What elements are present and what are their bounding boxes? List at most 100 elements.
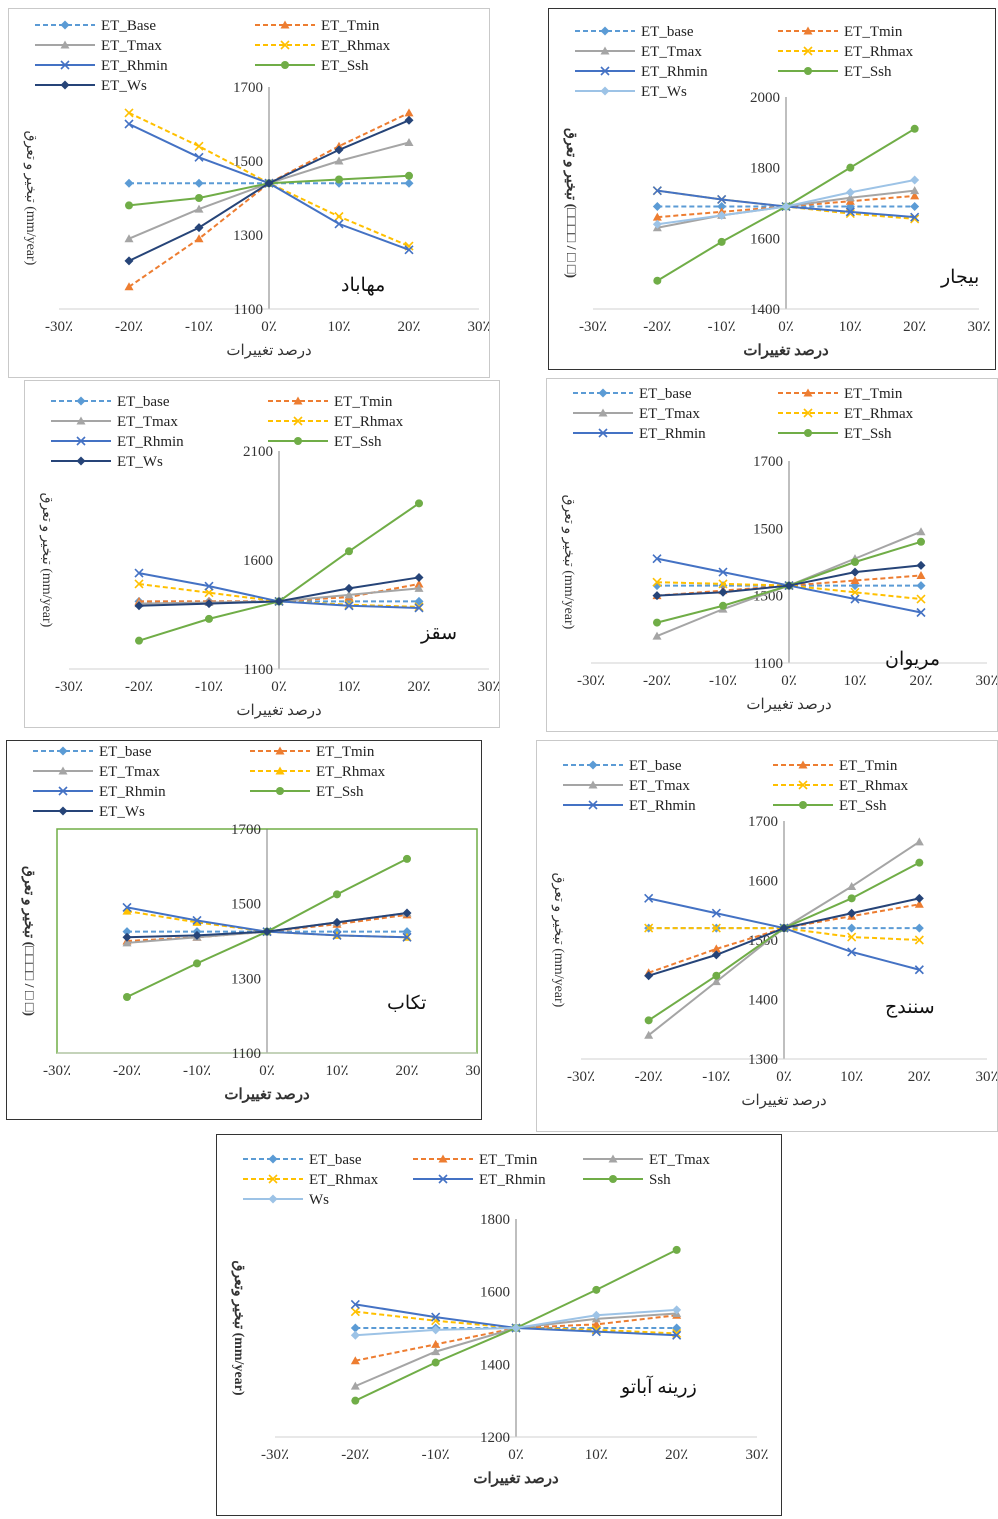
x-tick-label: 30٪ bbox=[467, 319, 489, 335]
data-point bbox=[134, 568, 144, 578]
chart-panel-mahabad: ET_Base ET_Tmin ET_Tmax ET_Rhmax ET_Rhmin ET_… bbox=[8, 8, 490, 378]
x-tick-label: -20٪ bbox=[635, 1069, 663, 1085]
legend-marker bbox=[804, 67, 812, 75]
y-tick-label: 1300 bbox=[231, 971, 261, 987]
data-point bbox=[652, 591, 662, 601]
legend-marker bbox=[276, 787, 284, 795]
legend-label: ET_Base bbox=[101, 18, 156, 34]
y-tick-label: 1600 bbox=[750, 231, 780, 247]
legend-item: ET_Rhmax bbox=[243, 1172, 379, 1188]
legend-item: ET_base bbox=[243, 1152, 362, 1168]
legend-item: ET_Tmin bbox=[778, 386, 903, 402]
data-point bbox=[711, 944, 721, 953]
y-tick-label: 1100 bbox=[232, 1046, 261, 1062]
data-point bbox=[332, 917, 342, 927]
legend-item: ET_Ws bbox=[575, 84, 687, 100]
data-point bbox=[672, 1305, 682, 1315]
data-point bbox=[711, 923, 721, 933]
y-axis-label: تبخیر و تعرق (mm/year) bbox=[561, 495, 576, 630]
legend-label: ET_Rhmax bbox=[334, 414, 404, 430]
data-point bbox=[195, 194, 203, 202]
data-point bbox=[335, 175, 343, 184]
legend-marker bbox=[58, 806, 68, 816]
x-tick-label: -20٪ bbox=[643, 319, 671, 335]
x-axis-label: درصد تغییرات bbox=[226, 343, 311, 359]
station-name: زرینه آباتو bbox=[620, 1375, 697, 1398]
chart-takab: ET_base ET_Tmin ET_Tmax ET_Rhmax ET_Rhmin ET_… bbox=[21, 744, 481, 1103]
data-point bbox=[431, 1358, 440, 1367]
x-axis-label: درصد تغییرات bbox=[473, 1471, 559, 1487]
legend-marker bbox=[608, 1154, 618, 1163]
y-tick-label: 1400 bbox=[750, 302, 780, 318]
data-point bbox=[914, 965, 924, 975]
x-tick-label: -20٪ bbox=[643, 673, 671, 689]
legend-marker bbox=[60, 40, 70, 49]
legend: ET_base ET_Tmin ET_Tmax ET_Rhmax ET_Rhmin ET_… bbox=[51, 394, 404, 470]
data-point bbox=[404, 245, 414, 255]
legend-item: ET_Tmin bbox=[268, 394, 393, 410]
legend-marker bbox=[293, 396, 303, 405]
series-Ws bbox=[350, 1305, 682, 1340]
chart-bijar: ET_base ET_Tmin ET_Tmax ET_Rhmax ET_Rhmin ET_… bbox=[563, 24, 991, 359]
legend-label: ET_Rhmin bbox=[99, 784, 166, 800]
data-point bbox=[431, 1325, 441, 1335]
x-tick-label: 0٪ bbox=[778, 319, 794, 335]
data-point bbox=[644, 893, 654, 903]
legend-label: ET_Tmin bbox=[479, 1152, 538, 1168]
data-point bbox=[350, 1307, 360, 1317]
data-point bbox=[914, 837, 924, 846]
legend-label: ET_Tmax bbox=[101, 38, 162, 54]
x-tick-label: -10٪ bbox=[708, 319, 736, 335]
legend-marker bbox=[280, 40, 290, 50]
data-point bbox=[718, 567, 728, 577]
y-tick-label: 1300 bbox=[753, 589, 783, 605]
x-tick-label: 0٪ bbox=[508, 1447, 524, 1463]
data-point bbox=[350, 1330, 360, 1340]
chart-panel-takab: ET_base ET_Tmin ET_Tmax ET_Rhmax ET_Rhmin ET_… bbox=[6, 740, 482, 1120]
data-point bbox=[847, 908, 857, 918]
data-point bbox=[334, 156, 344, 165]
legend-marker bbox=[76, 396, 86, 406]
legend-marker bbox=[76, 436, 86, 446]
chart-zarrineh: ET_base ET_Tmin ET_Tmax ET_Rhmax ET_Rhmin Ssh… bbox=[231, 1152, 769, 1487]
legend-label: ET_base bbox=[117, 394, 170, 410]
legend: ET_base ET_Tmin ET_Tmax ET_Rhmax ET_Rhmin ET_… bbox=[573, 386, 914, 442]
legend-label: ET_Ws bbox=[641, 84, 687, 100]
y-tick-label: 1400 bbox=[748, 993, 778, 1009]
station-name: بیجار bbox=[940, 267, 979, 288]
x-tick-label: -30٪ bbox=[579, 319, 607, 335]
legend-label: ET_Tmin bbox=[839, 758, 898, 774]
data-point bbox=[403, 854, 411, 863]
legend-item: ET_base bbox=[563, 758, 682, 774]
data-point bbox=[644, 971, 654, 981]
y-axis-label: تبخیر و تعرق (□□□□ / □ □) bbox=[563, 128, 578, 278]
data-point bbox=[404, 115, 414, 125]
data-point bbox=[431, 1339, 441, 1348]
legend-label: ET_Rhmax bbox=[309, 1172, 379, 1188]
x-tick-label: 30٪ bbox=[975, 1069, 997, 1085]
legend-label: ET_Rhmax bbox=[844, 406, 914, 422]
data-point bbox=[781, 202, 791, 212]
x-axis-label: درصد تغییرات bbox=[224, 1087, 310, 1103]
data-point bbox=[910, 212, 920, 222]
data-point bbox=[404, 138, 414, 146]
legend-item: ET_Ssh bbox=[778, 64, 892, 80]
data-point bbox=[712, 971, 721, 980]
legend: ET_base ET_Tmin ET_Tmax ET_Rhmax ET_Rhmin ET_… bbox=[563, 758, 909, 814]
axes: 1100 1300 1500 1700 -30٪ -20٪ -10٪ 0٪ 10٪ 20٪ 30٪ د… bbox=[21, 822, 481, 1103]
y-axis-label: تبخیر و تعرق (mm/year) bbox=[39, 493, 54, 628]
legend-label: ET_base bbox=[99, 744, 152, 760]
legend-label: ET_Rhmin bbox=[101, 58, 168, 74]
x-axis-label: درصد تغییرات bbox=[741, 1093, 826, 1109]
data-point bbox=[204, 581, 214, 591]
data-point bbox=[652, 212, 662, 221]
station-name: سقز bbox=[420, 623, 457, 644]
data-point bbox=[414, 572, 424, 582]
legend-marker bbox=[268, 1174, 278, 1184]
legend-label: ET_Tmin bbox=[334, 394, 393, 410]
data-point bbox=[916, 560, 926, 570]
data-point bbox=[124, 178, 134, 188]
data-point bbox=[914, 935, 924, 945]
legend-marker bbox=[76, 456, 86, 466]
data-point bbox=[914, 893, 924, 903]
